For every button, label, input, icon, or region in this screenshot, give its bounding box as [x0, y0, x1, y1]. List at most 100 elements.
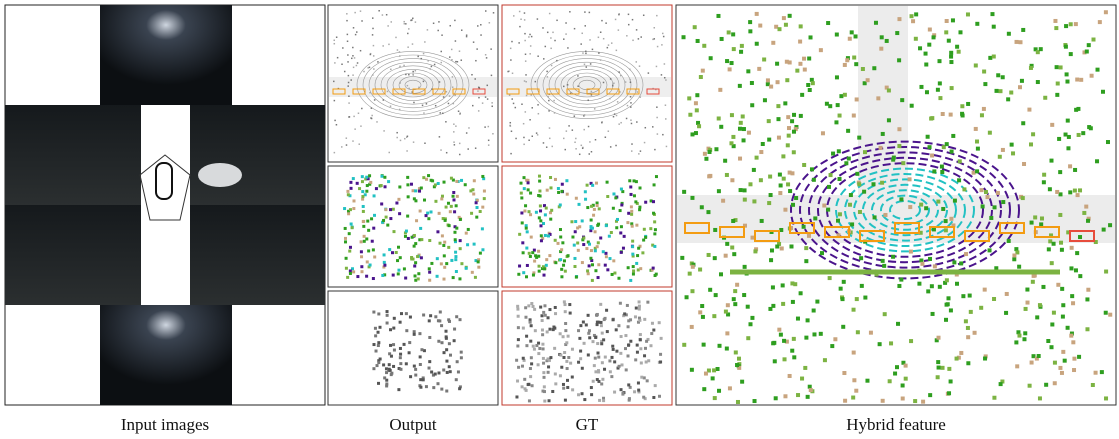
point [796, 393, 800, 397]
point [1068, 190, 1072, 194]
point [405, 329, 408, 332]
point [440, 51, 442, 53]
point [691, 265, 695, 269]
point [593, 364, 596, 367]
point [836, 103, 840, 107]
point [717, 189, 721, 193]
point [800, 377, 804, 381]
point [961, 113, 965, 117]
point [405, 312, 408, 315]
point [424, 142, 426, 144]
point [414, 189, 417, 192]
point [631, 143, 633, 145]
point [637, 381, 640, 384]
point [426, 103, 428, 105]
point [559, 354, 562, 357]
point [908, 205, 912, 209]
point [928, 145, 932, 149]
point [627, 354, 630, 357]
point [488, 126, 490, 128]
point [944, 228, 948, 232]
point [742, 127, 746, 131]
point [1091, 383, 1095, 387]
point [412, 18, 414, 20]
point [897, 127, 901, 131]
point [376, 121, 378, 123]
point [594, 230, 597, 233]
point [947, 391, 951, 395]
point [628, 399, 631, 402]
point [955, 45, 959, 49]
point [419, 363, 422, 366]
point [537, 104, 539, 106]
point [541, 328, 544, 331]
point [1052, 311, 1056, 315]
point [376, 364, 379, 367]
point [629, 340, 632, 343]
point [342, 47, 344, 49]
point [636, 351, 639, 354]
point [574, 115, 576, 117]
point [1063, 359, 1067, 363]
point [420, 238, 423, 241]
point [389, 344, 392, 347]
point [459, 247, 462, 250]
point [799, 24, 803, 28]
point [809, 35, 813, 39]
point [724, 254, 728, 258]
point [1086, 219, 1090, 223]
point [1046, 339, 1050, 343]
point [591, 184, 594, 187]
point [696, 39, 700, 43]
point [475, 60, 477, 62]
point [547, 76, 549, 78]
point [407, 237, 410, 240]
point [436, 275, 439, 278]
point [450, 205, 453, 208]
point [551, 146, 553, 148]
point [524, 12, 526, 14]
point [564, 322, 567, 325]
point [632, 269, 635, 272]
point [680, 256, 684, 260]
point [794, 196, 798, 200]
point [383, 130, 385, 132]
point [869, 331, 873, 335]
point [657, 46, 659, 48]
point [354, 128, 356, 130]
point [388, 248, 391, 251]
point [407, 195, 410, 198]
point [562, 387, 565, 390]
point [880, 181, 884, 185]
point [812, 309, 816, 313]
point [377, 61, 379, 63]
point [759, 178, 763, 182]
point [606, 268, 609, 271]
point [788, 14, 792, 18]
point [527, 304, 530, 307]
point [451, 59, 453, 61]
point [454, 251, 457, 254]
point [591, 91, 593, 93]
point [1106, 140, 1110, 144]
point [405, 362, 408, 365]
point [966, 335, 970, 339]
point [704, 372, 708, 376]
point [425, 178, 428, 181]
point [625, 368, 628, 371]
point [807, 56, 811, 60]
point [567, 356, 570, 359]
point [445, 335, 448, 338]
point [530, 45, 532, 47]
point [828, 276, 832, 280]
point [636, 344, 639, 347]
point [519, 11, 521, 13]
point [459, 143, 461, 145]
point [334, 152, 336, 154]
point [412, 189, 415, 192]
point [788, 189, 792, 193]
point [585, 247, 588, 250]
point [349, 246, 352, 249]
point [565, 360, 568, 363]
point [423, 81, 425, 83]
